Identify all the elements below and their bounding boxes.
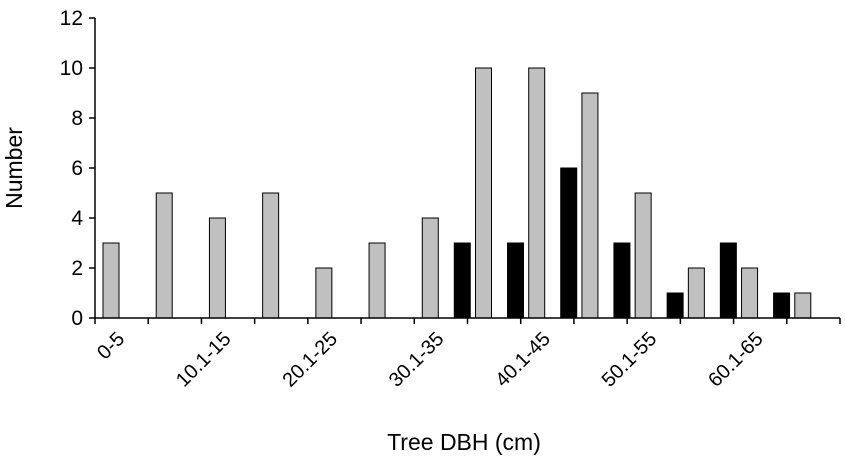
bar-series1-40.1-45	[528, 67, 546, 319]
y-ticks-group: 0 2 4 6 8 10 12	[60, 7, 95, 330]
bar-series1-10.1-15	[208, 217, 226, 319]
bar-series1-35.1-40	[475, 67, 492, 319]
bar-series2-30.1-35	[453, 242, 471, 319]
y-tick-label: 2	[71, 257, 83, 280]
bar-series1-60.1-65	[741, 267, 759, 319]
x-tick-label: 20.1-25	[278, 328, 342, 392]
y-tick-label: 8	[71, 107, 83, 130]
bar-series1-20.1-25	[315, 267, 333, 319]
bar-series2-50.1-55	[666, 292, 684, 319]
x-tick-label: 50.1-55	[598, 328, 662, 392]
bar-series2-35.1-40	[507, 242, 524, 319]
bars-group	[102, 67, 812, 319]
x-tick-label: 40.1-45	[491, 328, 555, 392]
bar-series1-15.1-20	[262, 192, 280, 319]
bar-series2-60.1-65	[773, 292, 791, 319]
x-ticks-group: 0-5 10.1-15 20.1-25 30.1-35 40.1-45 50.1-55 60…	[93, 318, 841, 392]
bar-series2-45.1-50	[613, 242, 631, 319]
y-axis-title: Number	[1, 127, 27, 209]
bar-series2-40.1-45	[560, 167, 578, 319]
bar-series1-0-5	[102, 242, 120, 319]
bar-series1-45.1-50	[581, 92, 599, 319]
bar-series1-55.1-60	[687, 267, 705, 319]
bar-series1-65.1-70	[794, 292, 812, 319]
bar-series1-25.1-30	[368, 242, 386, 319]
y-tick-label: 6	[71, 157, 83, 180]
bar-series1-50.1-55	[634, 192, 652, 319]
bar-series2-55.1-60	[719, 242, 737, 319]
x-tick-label: 30.1-35	[385, 328, 449, 392]
x-tick-label: 0-5	[93, 328, 129, 364]
y-tick-label: 10	[60, 57, 83, 80]
y-tick-label: 4	[71, 207, 83, 230]
x-axis-title: Tree DBH (cm)	[387, 429, 541, 455]
bar-series1-5.1-10	[155, 192, 173, 319]
x-tick-label: 60.1-65	[704, 328, 768, 392]
x-tick-label: 10.1-15	[172, 328, 236, 392]
y-tick-label: 0	[71, 307, 83, 330]
bar-series1-30.1-35	[421, 217, 439, 319]
y-tick-label: 12	[60, 7, 83, 30]
